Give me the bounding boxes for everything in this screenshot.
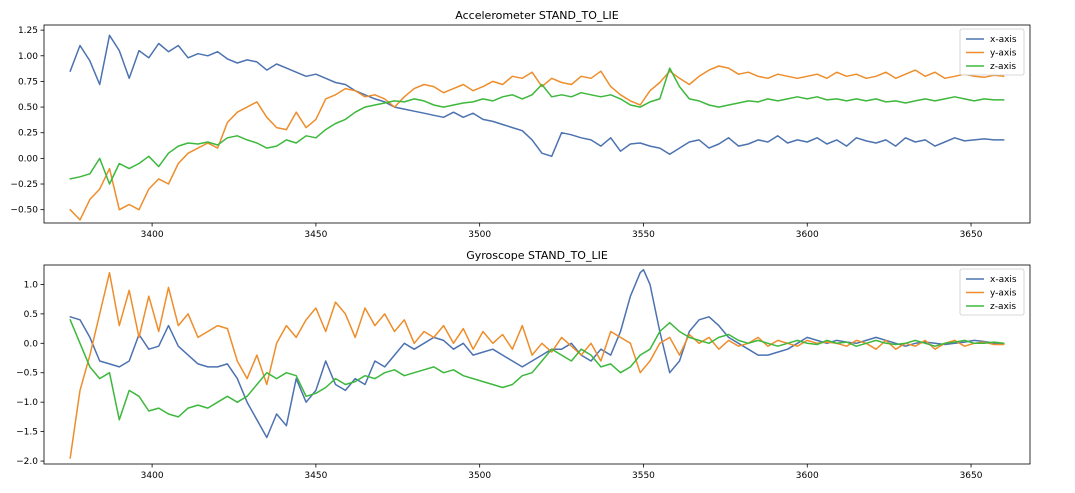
accel-ytick-label: 0.25 bbox=[18, 129, 38, 139]
gyro-ytick-label: 1.0 bbox=[24, 280, 39, 290]
accel-xtick-label: 3400 bbox=[141, 230, 164, 240]
gyro-axes-frame bbox=[43, 264, 1031, 465]
gyro-legend-label: z-axis bbox=[990, 302, 1016, 312]
accel-ytick-label: 1.25 bbox=[18, 26, 38, 36]
gyro-series-group bbox=[69, 268, 1005, 459]
accel-legend-label: z-axis bbox=[990, 62, 1016, 72]
gyro-legend-label: x-axis bbox=[990, 275, 1017, 285]
accel-ytick-label: −0.25 bbox=[10, 180, 38, 190]
accel-xtick-label: 3550 bbox=[632, 230, 655, 240]
accel-legend: x-axis y-axis z-axis bbox=[959, 28, 1025, 76]
accel-xtick-label: 3600 bbox=[796, 230, 819, 240]
accelerometer-plot: Accelerometer STAND_TO_LIE 3400 3450 3500 3… bbox=[10, 9, 1031, 240]
gyro-ytick-label: −0.5 bbox=[16, 369, 38, 379]
accel-ytick-label: 0.00 bbox=[18, 154, 38, 164]
gyro-ytick-label: −1.5 bbox=[16, 428, 38, 438]
gyro-ytick-label: 0.5 bbox=[24, 310, 38, 320]
accelerometer-title: Accelerometer STAND_TO_LIE bbox=[455, 9, 618, 22]
gyro-xtick-label: 3400 bbox=[141, 471, 164, 481]
gyroscope-plot: Gyroscope STAND_TO_LIE 3400 3450 3500 3550 3… bbox=[16, 249, 1031, 481]
gyro-z-axis-line bbox=[69, 319, 1005, 421]
accel-xtick-label: 3650 bbox=[960, 230, 983, 240]
gyro-ytick-label: −1.0 bbox=[16, 398, 38, 408]
gyro-ytick-label: 0.0 bbox=[24, 339, 39, 349]
gyro-legend: x-axis y-axis z-axis bbox=[959, 268, 1025, 316]
accel-x-axis-line bbox=[69, 34, 1005, 158]
gyro-xtick-label: 3650 bbox=[960, 471, 983, 481]
gyro-xtick-label: 3600 bbox=[796, 471, 819, 481]
accel-ytick-label: 1.00 bbox=[18, 52, 38, 62]
gyro-ytick-label: −2.0 bbox=[16, 457, 38, 467]
gyro-xtick-label: 3500 bbox=[468, 471, 491, 481]
gyroscope-title: Gyroscope STAND_TO_LIE bbox=[466, 249, 608, 262]
gyro-x-axis-line bbox=[69, 268, 1005, 439]
accel-xtick-label: 3450 bbox=[304, 230, 327, 240]
accel-ytick-label: −0.50 bbox=[10, 206, 38, 216]
accel-z-axis-line bbox=[69, 67, 1005, 185]
accel-y-axis-line bbox=[69, 65, 1005, 221]
accel-axes-frame bbox=[43, 24, 1031, 224]
accel-ytick-label: 0.75 bbox=[18, 77, 38, 87]
gyro-xtick-label: 3450 bbox=[304, 471, 327, 481]
accel-ytick-label: 0.50 bbox=[18, 103, 38, 113]
gyro-y-axis-line bbox=[69, 271, 1005, 459]
accel-legend-label: x-axis bbox=[990, 35, 1017, 45]
gyro-legend-label: y-axis bbox=[990, 289, 1017, 299]
gyro-legend-box bbox=[959, 268, 1025, 316]
accel-xtick-label: 3500 bbox=[468, 230, 491, 240]
gyro-xtick-label: 3550 bbox=[632, 471, 655, 481]
accel-series-group bbox=[69, 34, 1005, 221]
accel-legend-box bbox=[959, 28, 1025, 76]
accel-legend-label: y-axis bbox=[990, 49, 1017, 59]
